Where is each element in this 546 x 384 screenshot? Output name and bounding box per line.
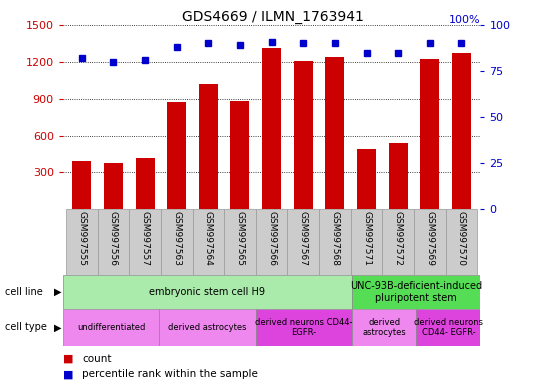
Text: GSM997565: GSM997565: [235, 210, 245, 266]
Bar: [357, 149, 376, 209]
Bar: [129, 209, 161, 275]
Bar: [135, 158, 155, 209]
Text: GSM997568: GSM997568: [330, 210, 340, 266]
Bar: [416, 309, 480, 346]
Bar: [199, 84, 218, 209]
Bar: [352, 275, 480, 309]
Bar: [420, 60, 440, 209]
Text: 100%: 100%: [449, 15, 480, 25]
Bar: [294, 61, 313, 209]
Text: GSM997555: GSM997555: [78, 210, 86, 266]
Text: cell line: cell line: [5, 287, 43, 297]
Text: GSM997563: GSM997563: [172, 210, 181, 266]
Bar: [262, 48, 281, 209]
Bar: [63, 309, 159, 346]
Bar: [325, 57, 345, 209]
Text: cell type: cell type: [5, 322, 48, 333]
Bar: [414, 209, 446, 275]
Bar: [98, 209, 129, 275]
Bar: [230, 101, 250, 209]
Bar: [389, 143, 408, 209]
Bar: [159, 309, 256, 346]
Text: count: count: [82, 354, 111, 364]
Bar: [72, 161, 91, 209]
Bar: [104, 163, 123, 209]
Bar: [452, 53, 471, 209]
Bar: [287, 209, 319, 275]
Bar: [382, 209, 414, 275]
Bar: [193, 209, 224, 275]
Bar: [161, 209, 193, 275]
Text: ▶: ▶: [54, 287, 61, 297]
Bar: [351, 209, 382, 275]
Text: GSM997570: GSM997570: [457, 210, 466, 266]
Text: GDS4669 / ILMN_1763941: GDS4669 / ILMN_1763941: [182, 10, 364, 23]
Text: GSM997572: GSM997572: [394, 210, 403, 265]
Text: embryonic stem cell H9: embryonic stem cell H9: [150, 287, 265, 297]
Text: percentile rank within the sample: percentile rank within the sample: [82, 369, 258, 379]
Bar: [66, 209, 98, 275]
Bar: [63, 275, 352, 309]
Bar: [224, 209, 256, 275]
Text: GSM997564: GSM997564: [204, 210, 213, 265]
Bar: [167, 103, 186, 209]
Text: UNC-93B-deficient-induced
pluripotent stem: UNC-93B-deficient-induced pluripotent st…: [350, 281, 482, 303]
Text: GSM997571: GSM997571: [362, 210, 371, 266]
Text: GSM997566: GSM997566: [267, 210, 276, 266]
Bar: [256, 309, 352, 346]
Bar: [319, 209, 351, 275]
Text: derived neurons CD44-
EGFR-: derived neurons CD44- EGFR-: [255, 318, 353, 337]
Text: derived neurons
CD44- EGFR-: derived neurons CD44- EGFR-: [414, 318, 483, 337]
Text: undifferentiated: undifferentiated: [77, 323, 145, 332]
Text: ■: ■: [63, 354, 73, 364]
Bar: [256, 209, 287, 275]
Bar: [352, 309, 416, 346]
Text: GSM997556: GSM997556: [109, 210, 118, 266]
Text: GSM997557: GSM997557: [140, 210, 150, 266]
Text: ▶: ▶: [54, 322, 61, 333]
Text: ■: ■: [63, 369, 73, 379]
Text: derived
astrocytes: derived astrocytes: [362, 318, 406, 337]
Bar: [446, 209, 477, 275]
Text: GSM997569: GSM997569: [425, 210, 435, 266]
Text: derived astrocytes: derived astrocytes: [168, 323, 247, 332]
Text: GSM997567: GSM997567: [299, 210, 308, 266]
